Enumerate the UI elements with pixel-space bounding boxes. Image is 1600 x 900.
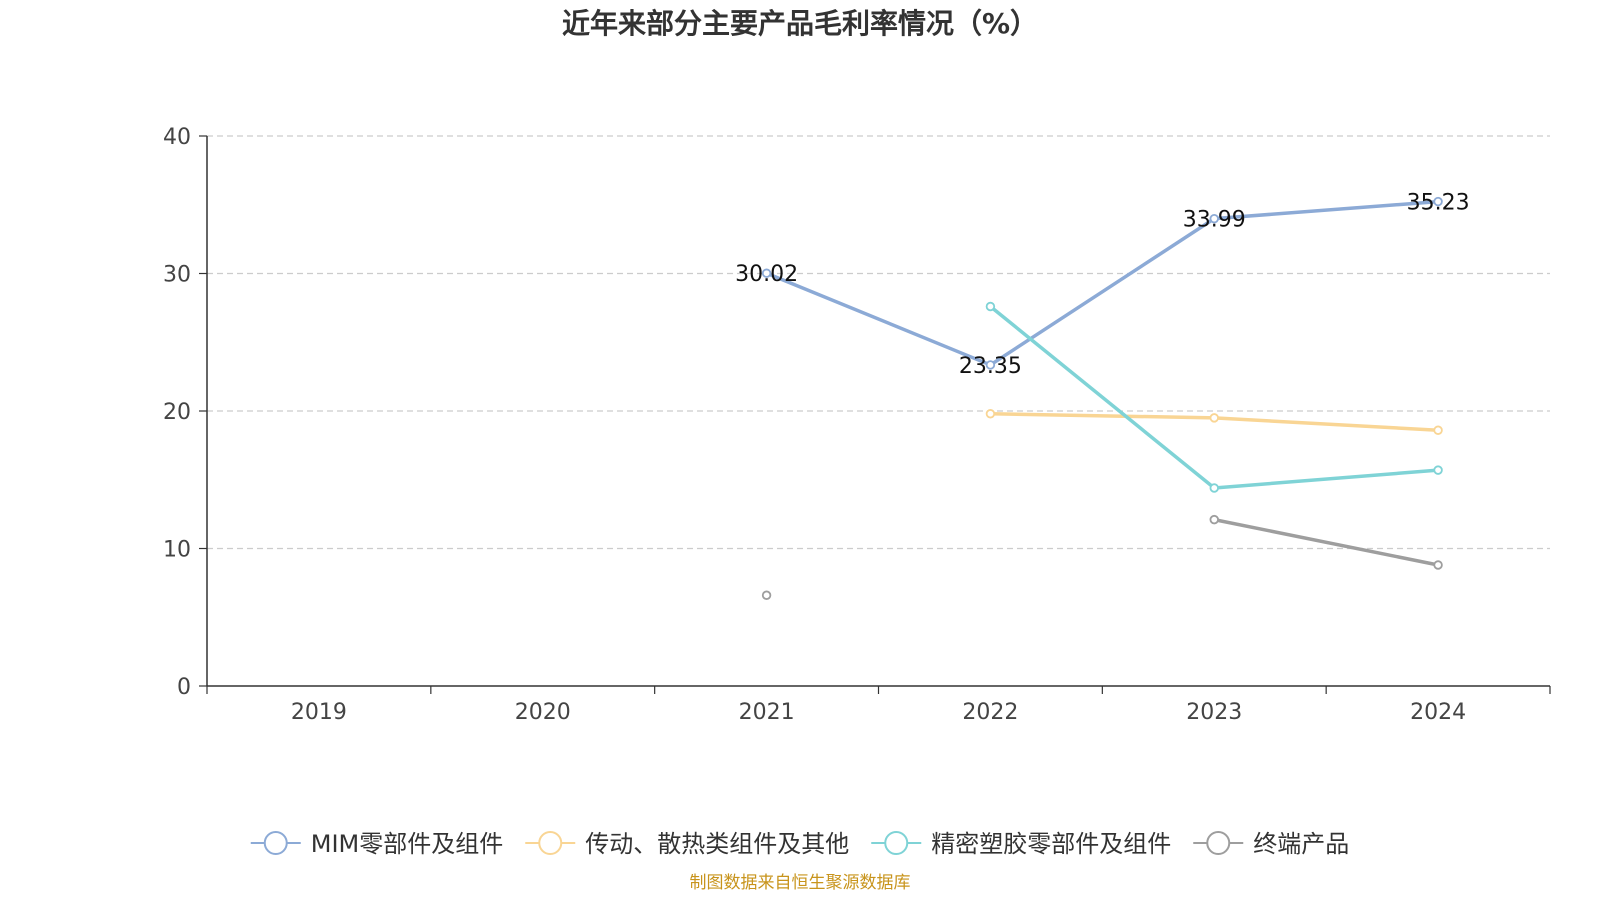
series-3 <box>985 301 1443 493</box>
x-tick-label: 2021 <box>739 700 795 725</box>
data-point <box>985 409 996 419</box>
data-point <box>985 360 996 370</box>
x-tick-label: 2019 <box>291 700 347 725</box>
legend-marker <box>884 831 909 855</box>
data-labels: 30.02 23.35 33.99 35.23 <box>735 191 1469 379</box>
y-tick-label: 30 <box>163 263 191 288</box>
data-label: 23.35 <box>959 354 1022 379</box>
x-tick-label: 2023 <box>1186 700 1242 725</box>
y-tick-label: 10 <box>163 538 191 563</box>
series-2 <box>985 409 1443 435</box>
data-point <box>1433 196 1443 207</box>
legend-label: 终端产品 <box>1253 830 1349 858</box>
data-point <box>1209 413 1219 423</box>
data-point <box>985 301 996 312</box>
data-label: 33.99 <box>1183 208 1246 233</box>
x-tick-label: 2020 <box>515 700 571 725</box>
data-point <box>1209 213 1219 224</box>
x-tick-label: 2022 <box>962 700 1018 725</box>
series-line <box>1212 517 1440 567</box>
series-1 <box>761 196 1443 370</box>
legend-label: 精密塑胶零部件及组件 <box>931 830 1171 858</box>
data-point <box>1433 425 1443 435</box>
x-tick-label: 2024 <box>1410 700 1466 725</box>
y-tick-label: 20 <box>163 400 191 425</box>
chart-title: 近年来部分主要产品毛利率情况（%） <box>562 7 1038 40</box>
y-tick-label: 0 <box>177 675 191 700</box>
legend-label: 传动、散热类组件及其他 <box>585 830 849 858</box>
series-line <box>988 304 1440 490</box>
data-point <box>761 590 772 600</box>
legend-marker <box>263 831 288 855</box>
data-point <box>1209 483 1219 493</box>
legend: MIM零部件及组件 传动、散热类组件及其他 精密塑胶零部件及组件 终端产品 <box>250 830 1349 858</box>
data-label: 30.02 <box>735 262 798 287</box>
grid-lines <box>207 135 1550 550</box>
data-point <box>1433 465 1443 475</box>
legend-item-2: 传动、散热类组件及其他 <box>525 830 849 858</box>
legend-label: MIM零部件及组件 <box>311 830 504 858</box>
legend-item-3: 精密塑胶零部件及组件 <box>871 830 1171 858</box>
series-4 <box>761 514 1443 600</box>
source-note: 制图数据来自恒生聚源数据库 <box>690 873 911 893</box>
legend-marker <box>538 831 563 855</box>
legend-marker <box>1206 831 1231 855</box>
data-point <box>761 268 772 278</box>
series-line <box>764 199 1440 367</box>
series-group <box>761 196 1443 600</box>
axes: 0 10 20 30 40 2019 2020 2021 2022 2023 2024 <box>163 125 1551 725</box>
legend-item-4: 终端产品 <box>1193 830 1349 858</box>
legend-item-1: MIM零部件及组件 <box>250 830 504 858</box>
data-point <box>1209 514 1219 525</box>
y-tick-label: 40 <box>163 125 191 150</box>
data-label: 35.23 <box>1407 191 1470 216</box>
data-point <box>1433 560 1443 570</box>
